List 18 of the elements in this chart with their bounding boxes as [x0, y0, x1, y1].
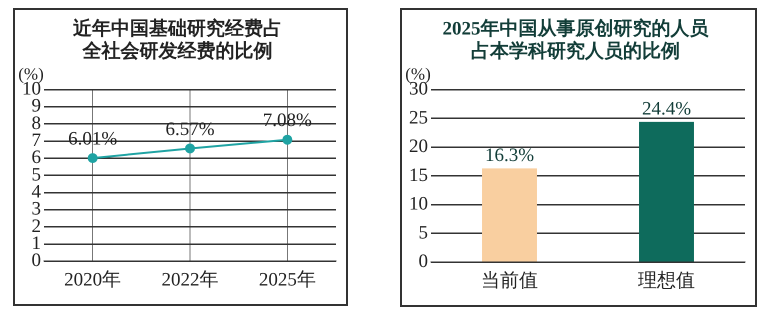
- point: [282, 134, 292, 145]
- chart-title: 2025年中国从事原创研究的人员占本学科研究人员的比例: [442, 17, 710, 62]
- y-tick-label: 20: [409, 136, 428, 158]
- y-tick-label: 25: [409, 107, 428, 128]
- data-label: 16.3%: [484, 144, 534, 166]
- y-tick-label: 0: [418, 251, 428, 272]
- data-label: 24.4%: [642, 98, 692, 120]
- point: [88, 153, 98, 164]
- point: [185, 143, 195, 154]
- x-tick-label: 2020年: [64, 270, 122, 291]
- y-tick-label: 5: [418, 222, 428, 244]
- x-tick-label: 2025年: [258, 270, 316, 291]
- y-tick-label: 10: [409, 194, 428, 215]
- x-tick-label: 理想值: [638, 270, 695, 292]
- x-tick-label: 当前值: [481, 270, 538, 292]
- chart-title: 近年中国基础研究经费占全社会研发经费的比例: [72, 17, 282, 62]
- x-tick-label: 2022年: [162, 270, 218, 291]
- y-tick-label: 15: [409, 164, 428, 186]
